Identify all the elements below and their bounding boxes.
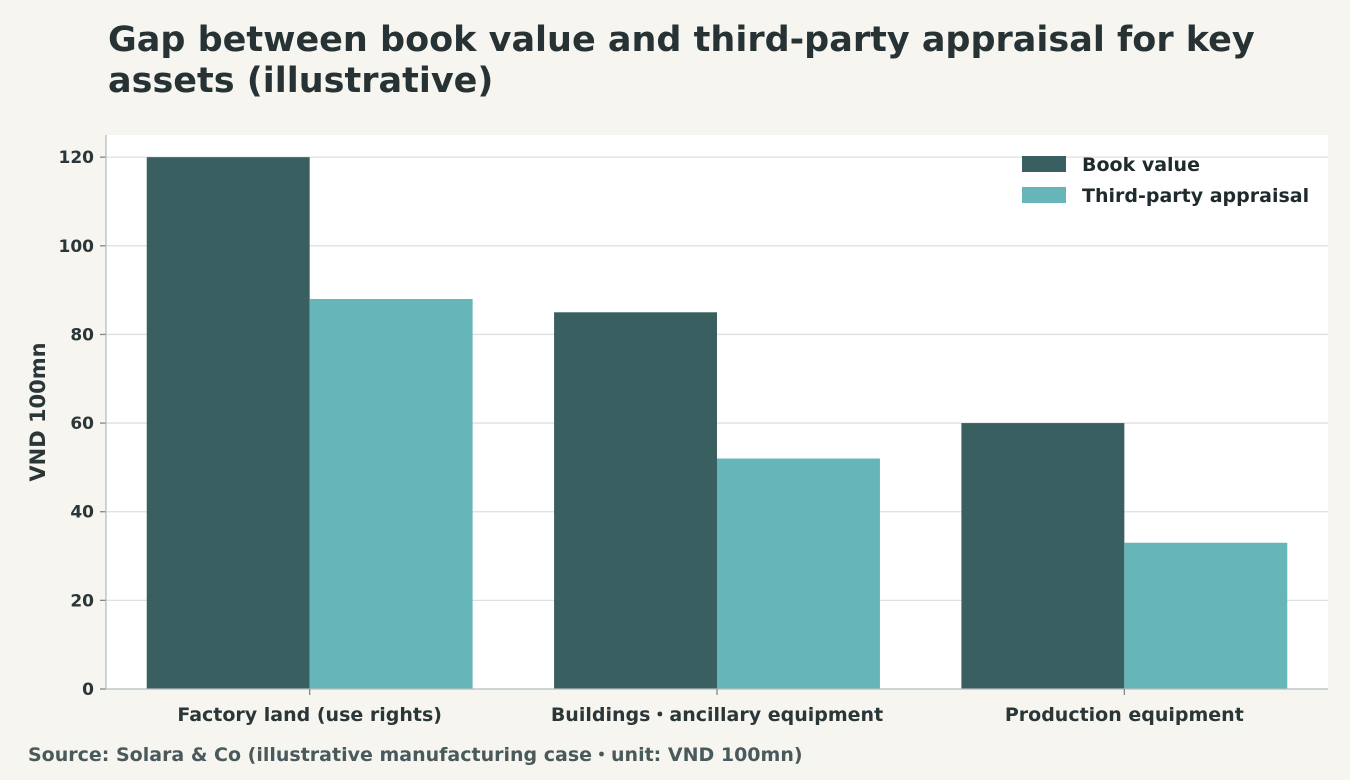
axes: 0 20 40 60 80 100 120 Factory land (use rights)… bbox=[59, 135, 1328, 726]
bar-third-party-appraisal-1 bbox=[309, 298, 473, 689]
bar-third-party-appraisal-2 bbox=[717, 458, 880, 689]
x-tick-label: Production equipment bbox=[1005, 704, 1244, 726]
y-tick-label: 80 bbox=[70, 325, 94, 345]
chart-title: Gap between book value and third-party a… bbox=[108, 20, 1255, 101]
legend-label: Third-party appraisal bbox=[1082, 185, 1309, 207]
bar-book-value-1 bbox=[146, 157, 310, 689]
bar-third-party-appraisal-3 bbox=[1124, 542, 1288, 689]
y-tick-label: 100 bbox=[59, 237, 95, 257]
source-note: Source: Solara & Co (illustrative manufa… bbox=[28, 744, 803, 766]
bars bbox=[146, 157, 1288, 689]
x-tick-label: Factory land (use rights) bbox=[177, 704, 442, 726]
legend-swatch bbox=[1022, 187, 1066, 203]
legend: Book value Third-party appraisal bbox=[1022, 154, 1309, 207]
bar-book-value-3 bbox=[961, 423, 1125, 689]
x-tick-label: Buildings・ancillary equipment bbox=[551, 704, 883, 726]
y-axis-title: VND 100mn bbox=[26, 342, 50, 481]
y-tick-label: 120 bbox=[59, 148, 95, 168]
y-tick-label: 40 bbox=[70, 503, 94, 523]
y-tick-label: 20 bbox=[70, 591, 94, 611]
y-tick-label: 60 bbox=[70, 414, 94, 434]
bar-book-value-2 bbox=[554, 312, 717, 689]
legend-swatch bbox=[1022, 156, 1066, 172]
legend-label: Book value bbox=[1082, 154, 1200, 176]
y-tick-label: 0 bbox=[82, 680, 94, 700]
